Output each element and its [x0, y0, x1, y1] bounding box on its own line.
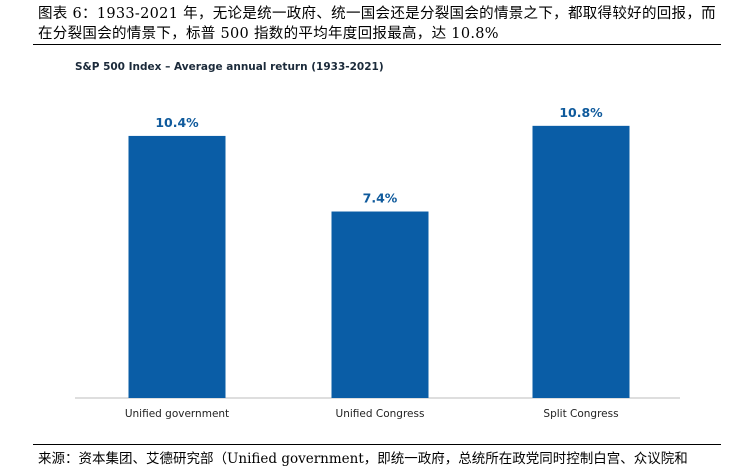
category-label-3: Split Congress	[543, 408, 618, 420]
figure-title: 图表 6：1933-2021 年，无论是统一政府、统一国会还是分裂国会的情景之下…	[38, 6, 716, 42]
bar-2	[331, 211, 429, 398]
bottom-rule	[33, 444, 721, 445]
top-rule	[33, 44, 721, 45]
value-label-3: 10.8%	[559, 105, 603, 120]
value-label-1: 10.4%	[155, 115, 199, 130]
category-label-2: Unified Congress	[336, 408, 425, 420]
category-label-1: Unified government	[125, 408, 229, 420]
value-label-2: 7.4%	[363, 191, 398, 206]
chart-title: S&P 500 Index – Average annual return (1…	[75, 61, 384, 73]
figure-source: 来源：资本集团、艾德研究部（Unified government，即统一政府，总…	[38, 451, 688, 467]
bar-3	[532, 125, 630, 398]
bar-1	[128, 135, 226, 399]
